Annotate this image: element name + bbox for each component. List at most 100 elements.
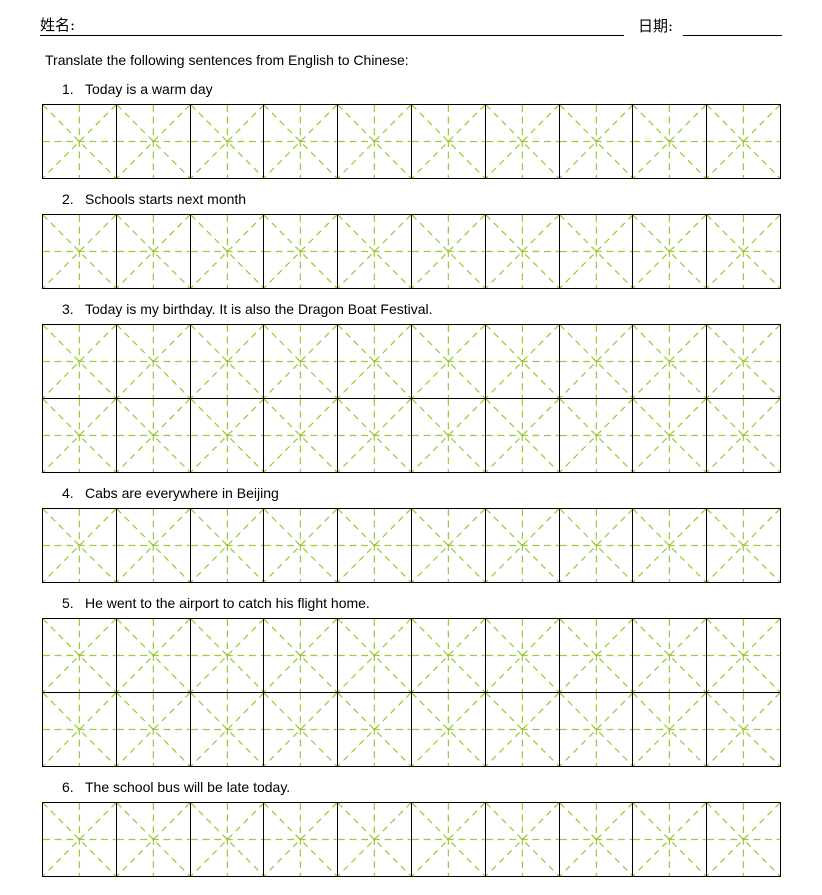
mi-zi-ge-guides-icon <box>264 803 338 876</box>
mi-zi-ge-guides-icon <box>43 803 116 876</box>
mi-zi-ge-guides-icon <box>43 399 116 472</box>
practice-cell <box>484 693 559 766</box>
practice-cell <box>189 619 264 692</box>
mi-zi-ge-guides-icon <box>707 509 780 582</box>
practice-grid-row <box>43 619 780 692</box>
sentence-text: Schools starts next month <box>85 191 247 207</box>
mi-zi-ge-guides-icon <box>411 619 485 692</box>
mi-zi-ge-guides-icon <box>338 399 411 472</box>
sentence-number: 5. <box>62 595 74 611</box>
practice-cell <box>632 803 707 876</box>
practice-grid <box>42 618 781 767</box>
mi-zi-ge-guides-icon <box>411 399 485 472</box>
sentence-label: 3. Today is my birthday. It is also the … <box>62 300 782 318</box>
mi-zi-ge-guides-icon <box>264 325 338 398</box>
practice-cell <box>558 399 633 472</box>
mi-zi-ge-guides-icon <box>116 399 190 472</box>
practice-cell <box>410 693 485 766</box>
sentence-number: 6. <box>62 779 74 795</box>
practice-cell <box>189 215 264 288</box>
practice-cell <box>706 105 780 178</box>
mi-zi-ge-guides-icon <box>559 105 633 178</box>
mi-zi-ge-guides-icon <box>264 105 338 178</box>
mi-zi-ge-guides-icon <box>707 105 780 178</box>
practice-cell <box>632 619 707 692</box>
mi-zi-ge-guides-icon <box>707 619 780 692</box>
practice-cell <box>43 399 116 472</box>
practice-cell <box>706 619 780 692</box>
mi-zi-ge-guides-icon <box>559 619 633 692</box>
practice-cell <box>632 509 707 582</box>
mi-zi-ge-guides-icon <box>43 105 116 178</box>
mi-zi-ge-guides-icon <box>43 693 116 766</box>
practice-cell <box>410 619 485 692</box>
practice-cell <box>337 325 411 398</box>
worksheet-body: 1. Today is a warm day 2. Schools starts… <box>40 80 782 877</box>
mi-zi-ge-guides-icon <box>116 215 190 288</box>
mi-zi-ge-guides-icon <box>707 325 780 398</box>
practice-cell <box>632 215 707 288</box>
practice-cell <box>189 105 264 178</box>
mi-zi-ge-guides-icon <box>633 619 707 692</box>
practice-cell <box>558 693 633 766</box>
practice-cell <box>115 509 190 582</box>
practice-cell <box>115 399 190 472</box>
mi-zi-ge-guides-icon <box>633 803 707 876</box>
sentence-number: 4. <box>62 485 74 501</box>
mi-zi-ge-guides-icon <box>707 693 780 766</box>
practice-cell <box>115 619 190 692</box>
name-label: 姓名: <box>40 16 76 34</box>
mi-zi-ge-guides-icon <box>190 215 264 288</box>
mi-zi-ge-guides-icon <box>485 693 559 766</box>
practice-cell <box>263 693 338 766</box>
practice-cell <box>484 325 559 398</box>
mi-zi-ge-guides-icon <box>116 693 190 766</box>
sentence-section: 4. Cabs are everywhere in Beijing <box>40 484 782 583</box>
practice-cell <box>337 399 411 472</box>
mi-zi-ge-guides-icon <box>559 509 633 582</box>
practice-cell <box>43 325 116 398</box>
mi-zi-ge-guides-icon <box>411 803 485 876</box>
mi-zi-ge-guides-icon <box>116 619 190 692</box>
practice-grid-row <box>43 398 780 472</box>
sentence-label: 6. The school bus will be late today. <box>62 778 782 796</box>
sentence-text: He went to the airport to catch his flig… <box>85 595 370 611</box>
mi-zi-ge-guides-icon <box>633 693 707 766</box>
sentence-text: Today is a warm day <box>85 81 213 97</box>
practice-cell <box>337 509 411 582</box>
mi-zi-ge-guides-icon <box>116 105 190 178</box>
name-field: 姓名: <box>40 16 624 36</box>
mi-zi-ge-guides-icon <box>43 215 116 288</box>
practice-cell <box>115 803 190 876</box>
practice-cell <box>706 803 780 876</box>
mi-zi-ge-guides-icon <box>338 215 411 288</box>
practice-cell <box>189 509 264 582</box>
practice-cell <box>263 619 338 692</box>
sentence-text: The school bus will be late today. <box>85 779 291 795</box>
sentence-section: 1. Today is a warm day <box>40 80 782 179</box>
mi-zi-ge-guides-icon <box>43 619 116 692</box>
practice-cell <box>558 509 633 582</box>
practice-cell <box>410 325 485 398</box>
practice-cell <box>337 693 411 766</box>
mi-zi-ge-guides-icon <box>338 325 411 398</box>
mi-zi-ge-guides-icon <box>190 693 264 766</box>
practice-grid-row <box>43 692 780 766</box>
sentence-section: 6. The school bus will be late today. <box>40 778 782 877</box>
practice-cell <box>410 509 485 582</box>
practice-cell <box>43 105 116 178</box>
practice-cell <box>263 325 338 398</box>
mi-zi-ge-guides-icon <box>43 325 116 398</box>
mi-zi-ge-guides-icon <box>338 509 411 582</box>
mi-zi-ge-guides-icon <box>707 803 780 876</box>
mi-zi-ge-guides-icon <box>559 803 633 876</box>
practice-cell <box>558 803 633 876</box>
practice-grid <box>42 508 781 583</box>
mi-zi-ge-guides-icon <box>411 509 485 582</box>
sentence-section: 3. Today is my birthday. It is also the … <box>40 300 782 473</box>
instruction-text: Translate the following sentences from E… <box>45 52 409 68</box>
practice-grid-row <box>43 509 780 582</box>
mi-zi-ge-guides-icon <box>559 325 633 398</box>
practice-cell <box>43 693 116 766</box>
mi-zi-ge-guides-icon <box>485 803 559 876</box>
